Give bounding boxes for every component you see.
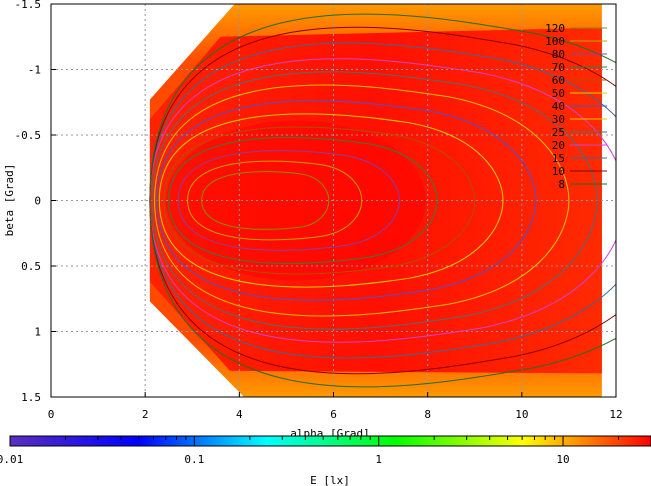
x-tick-label: 8 (424, 408, 431, 421)
x-tick-label: 4 (236, 408, 243, 421)
x-tick-label: 2 (142, 408, 149, 421)
heatmap-hotspot (165, 120, 426, 281)
y-axis-ticks: -1.5 -1 -0.5 0 0.5 1 1.5 (15, 0, 56, 404)
contour-60 (163, 126, 476, 275)
x-tick-label: 0 (48, 408, 55, 421)
legend-label-30: 30 (552, 113, 565, 126)
legend-label-120: 120 (545, 22, 565, 35)
contour-120 (201, 171, 330, 230)
contour-80 (177, 150, 400, 251)
x-axis-ticks: 0 2 4 6 8 10 12 (48, 392, 623, 421)
y-tick-label: 0.5 (21, 260, 41, 273)
contour-30 (154, 84, 570, 317)
colorbar-tick-label: 1 (375, 453, 382, 466)
y-tick-label: 1 (34, 326, 41, 339)
contour-25 (151, 71, 598, 330)
colorbar-tick-label: 10 (556, 453, 569, 466)
colorbar: 0.01 0.1 1 10 (0, 435, 651, 466)
legend-label-50: 50 (552, 87, 565, 100)
contour-40 (156, 100, 537, 301)
contour-lines (149, 13, 616, 388)
contour-20 (149, 58, 616, 343)
legend-label-40: 40 (552, 100, 565, 113)
contour-10 (149, 26, 616, 375)
heatmap-field (149, 4, 602, 397)
legend-label-80: 80 (552, 48, 565, 61)
y-tick-label: 0 (34, 195, 41, 208)
y-axis-label: beta [Grad] (3, 164, 16, 237)
colorbar-ticks: 0.01 0.1 1 10 (0, 436, 651, 466)
legend-label-25: 25 (552, 126, 565, 139)
y-tick-label: -1.5 (15, 0, 42, 11)
legend-label-8: 8 (558, 178, 565, 191)
y-tick-label: 1.5 (21, 391, 41, 404)
legend-label-100: 100 (545, 35, 565, 48)
x-tick-label: 6 (330, 408, 337, 421)
grid-lines (51, 4, 616, 397)
colorbar-tick-label: 0.01 (0, 453, 23, 466)
contour-50 (158, 113, 504, 288)
legend-label-70: 70 (552, 61, 565, 74)
contour-100 (187, 160, 363, 241)
x-tick-label: 12 (609, 408, 622, 421)
colorbar-gradient (10, 436, 651, 446)
legend-label-20: 20 (552, 139, 565, 152)
legend-label-10: 10 (552, 165, 565, 178)
x-tick-label: 10 (515, 408, 528, 421)
colorbar-label: E [lx] (310, 474, 350, 486)
y-tick-label: -1 (28, 64, 41, 77)
contour-70 (168, 137, 438, 264)
y-tick-label: -0.5 (15, 129, 42, 142)
colorbar-tick-label: 0.1 (184, 453, 204, 466)
contour-8 (149, 13, 616, 388)
legend-label-60: 60 (552, 74, 565, 87)
legend-label-15: 15 (552, 152, 565, 165)
contour-15 (149, 42, 616, 359)
